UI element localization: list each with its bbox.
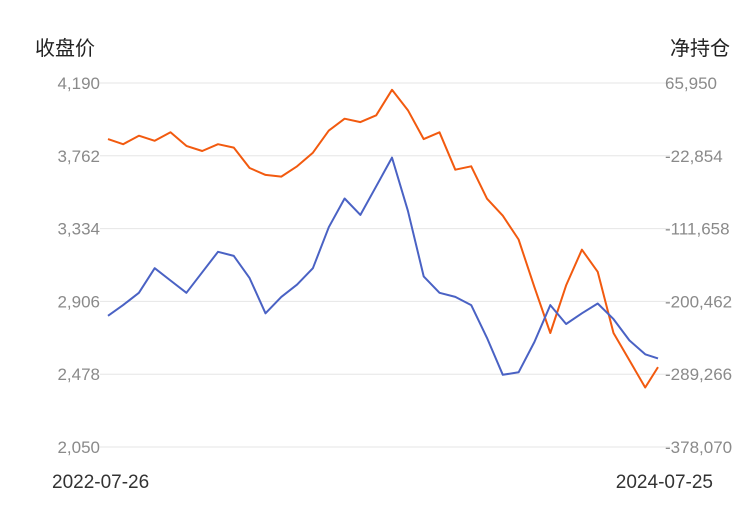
left-tick-labels: 4,190 3,762 3,334 2,906 2,478 2,050 <box>57 74 100 457</box>
x-tick-start: 2022-07-26 <box>52 472 149 493</box>
right-tick-label: 65,950 <box>665 74 717 93</box>
left-tick-label: 2,906 <box>57 292 100 311</box>
right-tick-label: -289,266 <box>665 365 732 384</box>
left-tick-label: 3,334 <box>57 220 100 239</box>
x-tick-end: 2024-07-25 <box>616 472 713 493</box>
left-tick-label: 4,190 <box>57 74 100 93</box>
left-axis-title: 收盘价 <box>35 37 95 60</box>
grid-lines <box>100 82 670 448</box>
right-axis-title: 净持仓 <box>670 37 730 60</box>
series-line-left-axis <box>107 88 659 389</box>
series-lines <box>107 88 659 389</box>
right-tick-label: -111,658 <box>665 220 730 239</box>
series-line-right-axis <box>107 156 659 376</box>
left-tick-label: 2,050 <box>57 438 100 457</box>
right-tick-label: -378,070 <box>665 438 732 457</box>
right-tick-label: -200,462 <box>665 292 732 311</box>
left-tick-label: 2,478 <box>57 365 100 384</box>
right-tick-label: -22,854 <box>665 147 723 166</box>
right-tick-labels: 65,950 -22,854 -111,658 -200,462 -289,266 -37… <box>665 74 732 457</box>
left-tick-label: 3,762 <box>57 147 100 166</box>
